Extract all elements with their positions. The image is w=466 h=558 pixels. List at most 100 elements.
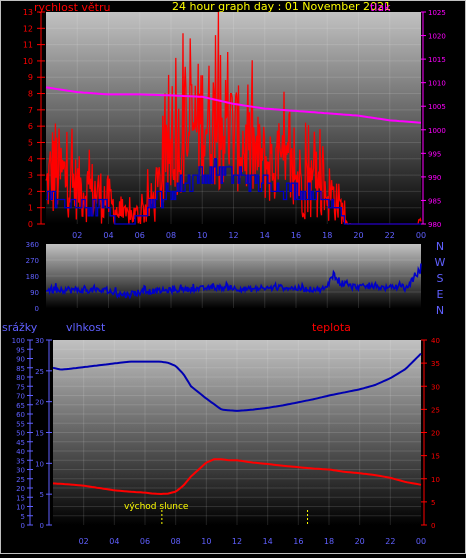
x-tick-label: 10 (197, 231, 207, 240)
pressure-tick-label: 980 (428, 221, 441, 229)
wind-speed-tick-label: 9 (28, 73, 33, 82)
x-tick-label: 22 (385, 537, 395, 546)
x-tick-label: 02 (72, 231, 82, 240)
rain-tick-label: 70 (16, 393, 25, 401)
humidity-tick-label: 10 (35, 460, 44, 468)
x-tick-label: 18 (322, 231, 332, 240)
compass-letter: E (437, 288, 444, 301)
temperature-tick-label: 35 (431, 360, 440, 368)
humidity-temperature-grid (53, 340, 421, 525)
temperature-tick-label: 20 (431, 430, 440, 438)
pressure-tick-label: 1000 (428, 127, 446, 135)
direction-tick-label: 90 (30, 289, 39, 297)
x-tick-label: 22 (385, 231, 395, 240)
humidity-tick-label: 15 (35, 430, 44, 438)
rain-tick-label: 20 (16, 485, 25, 493)
humidity-temperature-ticks: 0510152025303540455055606570758085909510… (12, 337, 440, 546)
x-tick-label: 16 (293, 537, 303, 546)
pressure-tick-label: 1010 (428, 80, 446, 88)
rain-tick-label: 10 (16, 504, 25, 512)
compass-letter: S (437, 272, 444, 285)
pressure-tick-label: 1020 (428, 33, 446, 41)
sun-markers (161, 510, 309, 525)
sunrise-label: východ slunce (124, 502, 189, 512)
panel-wind-pressure: 0123456789101112139809859909951000100510… (23, 0, 446, 240)
wind-speed-tick-label: 13 (23, 8, 33, 17)
rain-tick-label: 90 (16, 356, 25, 364)
temperature-tick-label: 25 (431, 406, 440, 414)
rain-tick-label: 60 (16, 411, 25, 419)
wind-speed-tick-label: 10 (23, 57, 33, 66)
temperature-tick-label: 10 (431, 476, 440, 484)
humidity-tick-label: 5 (40, 491, 44, 499)
x-tick-label: 16 (291, 231, 301, 240)
x-tick-label: 08 (166, 231, 176, 240)
wind-speed-tick-label: 11 (23, 41, 33, 50)
humidity-temperature-plot-area (53, 340, 421, 525)
rain-tick-label: 80 (16, 374, 25, 382)
x-tick-label: 00 (416, 537, 426, 546)
compass-letter: W (435, 256, 446, 269)
wind-direction-series (46, 263, 422, 300)
x-tick-label: 08 (171, 537, 181, 546)
rain-tick-label: 5 (21, 513, 25, 521)
series-wind-average (46, 158, 421, 225)
x-tick-label: 20 (355, 537, 365, 546)
pressure-tick-label: 990 (428, 174, 441, 182)
humidity-axis-label: vlhkost (66, 321, 106, 334)
x-tick-label: 06 (140, 537, 150, 546)
x-tick-label: 04 (109, 537, 119, 546)
rain-tick-label: 50 (16, 430, 25, 438)
temperature-tick-label: 30 (431, 383, 440, 391)
wind-pressure-ticks: 0123456789101112139809859909951000100510… (23, 8, 446, 240)
compass-letter: N (436, 304, 444, 317)
wind-speed-tick-label: 3 (28, 171, 33, 180)
rain-tick-label: 65 (16, 402, 25, 410)
wind-direction-grid (46, 244, 421, 308)
rain-tick-label: 30 (16, 467, 25, 475)
rain-tick-label: 100 (12, 337, 25, 345)
x-tick-label: 18 (324, 537, 334, 546)
rain-tick-label: 75 (16, 383, 25, 391)
rain-tick-label: 85 (16, 365, 25, 373)
pressure-tick-label: 1015 (428, 56, 446, 64)
rain-tick-label: 0 (21, 522, 25, 530)
rain-tick-label: 25 (16, 476, 25, 484)
wind-speed-tick-label: 8 (28, 90, 33, 99)
chart-title: 24 hour graph day : 01 November 2021 (172, 0, 391, 13)
series-vlhkost (52, 352, 422, 412)
x-tick-label: 10 (201, 537, 211, 546)
pressure-tick-label: 995 (428, 150, 441, 158)
wind-speed-axis-label: rychlost větru (34, 1, 110, 14)
wind-speed-tick-label: 5 (28, 138, 33, 147)
panel-humidity-temperature: 0510152025303540455055606570758085909510… (2, 321, 440, 546)
direction-tick-label: 270 (26, 257, 39, 265)
temperature-tick-label: 40 (431, 337, 440, 345)
rain-tick-label: 55 (16, 420, 25, 428)
pressure-tick-label: 985 (428, 197, 441, 205)
x-tick-label: 12 (228, 231, 238, 240)
rain-axis-label: srážky (2, 321, 38, 334)
rain-tick-label: 45 (16, 439, 25, 447)
humidity-tick-label: 0 (40, 522, 44, 530)
wind-speed-tick-label: 7 (28, 106, 33, 115)
humidity-tick-label: 20 (35, 399, 44, 407)
temperature-tick-label: 5 (431, 499, 435, 507)
temperature-axis-label: teplota (312, 321, 351, 334)
direction-tick-label: 0 (35, 305, 39, 313)
temperature-tick-label: 15 (431, 453, 440, 461)
x-tick-label: 02 (79, 537, 89, 546)
direction-tick-label: 360 (26, 241, 39, 249)
pressure-tick-label: 1025 (428, 9, 446, 17)
temperature-tick-label: 0 (431, 522, 435, 530)
x-tick-label: 12 (232, 537, 242, 546)
x-tick-label: 00 (416, 231, 426, 240)
wind-speed-tick-label: 1 (28, 204, 33, 213)
rain-tick-label: 40 (16, 448, 25, 456)
wind-speed-tick-label: 12 (23, 24, 33, 33)
x-tick-label: 06 (135, 231, 145, 240)
